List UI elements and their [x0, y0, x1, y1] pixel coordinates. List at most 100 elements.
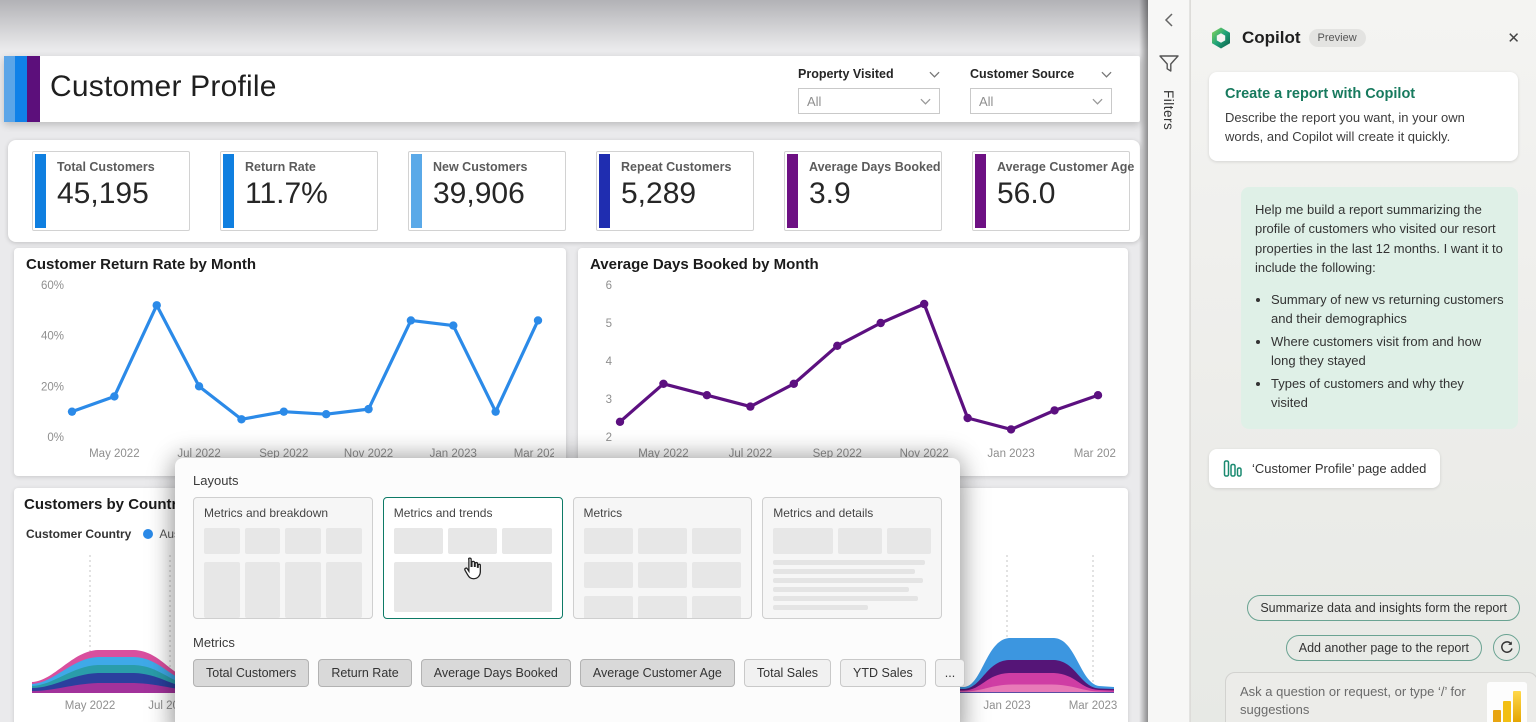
metric-chip-ytd-sales[interactable]: YTD Sales	[840, 659, 926, 687]
kpi-average-days-booked[interactable]: Average Days Booked 3.9	[784, 151, 942, 231]
chevron-down-icon	[920, 98, 931, 105]
collapse-chevron-icon[interactable]	[1164, 12, 1174, 28]
layout-option-label: Metrics and breakdown	[204, 506, 329, 520]
kpi-label: Total Customers	[57, 160, 155, 174]
metric-chip-average-customer-age[interactable]: Average Customer Age	[579, 659, 735, 687]
hand-cursor-icon	[464, 557, 481, 580]
kpi-accent-bar	[411, 154, 422, 228]
property-visited-select[interactable]: All	[798, 88, 940, 114]
kpi-value: 45,195	[57, 177, 149, 210]
svg-text:Mar 2023: Mar 2023	[514, 448, 554, 460]
metric-chip-total-customers[interactable]: Total Customers	[193, 659, 310, 687]
filters-pane-label[interactable]: Filters	[1161, 90, 1176, 131]
legend-dot-icon	[143, 529, 154, 539]
x-tick: Jan 2023	[983, 700, 1030, 712]
filter-funnel-icon[interactable]	[1158, 54, 1180, 74]
kpi-new-customers[interactable]: New Customers 39,906	[408, 151, 566, 231]
selected-value: All	[807, 93, 822, 109]
page-added-card: ‘Customer Profile’ page added	[1209, 448, 1441, 488]
svg-text:Sep 2022: Sep 2022	[259, 448, 308, 460]
copilot-chat-input[interactable]: Ask a question or request, or type ‘/’ f…	[1225, 672, 1536, 722]
user-chat-message: Help me build a report summarizing the p…	[1241, 186, 1518, 429]
legend-field-label: Customer Country	[26, 527, 132, 541]
svg-text:Jan 2023: Jan 2023	[430, 448, 477, 460]
layout-option-metrics-and-details[interactable]: Metrics and details	[762, 497, 942, 619]
page-added-text: ‘Customer Profile’ page added	[1252, 460, 1427, 476]
chart-days-booked-by-month[interactable]: Average Days Booked by Month 2 3 4 5 6 May 20…	[578, 248, 1128, 476]
kpi-accent-bar	[975, 154, 986, 228]
kpi-label: Average Days Booked	[809, 160, 941, 174]
intro-title: Create a report with Copilot	[1225, 86, 1416, 102]
chart-title: Average Days Booked by Month	[590, 256, 819, 273]
power-bi-logo-icon	[1487, 682, 1527, 722]
chart-title: Customer Return Rate by Month	[26, 256, 257, 273]
svg-text:60%: 60%	[41, 280, 64, 292]
chart-return-rate-by-month[interactable]: Customer Return Rate by Month 0% 20% 40% 60…	[14, 248, 566, 476]
filter-property-visited: Property Visited All	[798, 64, 940, 114]
metric-chip-total-sales[interactable]: Total Sales	[743, 659, 832, 687]
close-icon[interactable]: ✕	[1507, 30, 1520, 47]
metric-chip-more[interactable]: ...	[934, 659, 966, 687]
accent-bar	[4, 56, 15, 122]
layout-option-label: Metrics and trends	[393, 506, 493, 520]
bullet-item: Summary of new vs returning customers an…	[1271, 290, 1504, 329]
metric-chip-return-rate[interactable]: Return Rate	[318, 659, 412, 687]
layout-option-metrics-and-breakdown[interactable]: Metrics and breakdown	[193, 497, 373, 619]
copilot-intro-card: Create a report with Copilot Describe th…	[1209, 72, 1518, 161]
layout-option-metrics-and-trends[interactable]: Metrics and trends	[382, 497, 563, 619]
svg-text:Nov 2022: Nov 2022	[900, 448, 949, 460]
svg-text:Nov 2022: Nov 2022	[344, 448, 393, 460]
copilot-panel: Copilot Preview ✕ Create a report with C…	[1190, 0, 1536, 722]
metric-chip-average-days-booked[interactable]: Average Days Booked	[420, 659, 571, 687]
suggestion-summarize-button[interactable]: Summarize data and insights form the rep…	[1247, 595, 1520, 621]
svg-text:3: 3	[606, 394, 612, 406]
svg-text:Jul 2022: Jul 2022	[177, 448, 220, 460]
refresh-icon	[1501, 641, 1513, 653]
filter-label: Property Visited	[798, 67, 894, 81]
line-chart: 0% 20% 40% 60% May 2022 Jul 2022 Sep 2022 Nov 2…	[41, 280, 554, 460]
svg-text:2: 2	[606, 432, 612, 444]
chevron-down-icon[interactable]	[1101, 71, 1112, 78]
message-text: Help me build a report summarizing the p…	[1255, 201, 1503, 276]
kpi-repeat-customers[interactable]: Repeat Customers 5,289	[596, 151, 754, 231]
refresh-suggestions-button[interactable]	[1493, 634, 1520, 661]
svg-text:40%: 40%	[41, 331, 64, 343]
suggestion-add-page-button[interactable]: Add another page to the report	[1285, 634, 1482, 661]
layout-options-row: Metrics and breakdown Metrics and trends…	[193, 497, 942, 619]
selected-value: All	[979, 93, 994, 109]
customer-source-select[interactable]: All	[970, 88, 1112, 114]
report-canvas: Customer Profile Property Visited All Cu…	[0, 0, 1148, 722]
bar-chart-icon	[1223, 459, 1242, 477]
intro-body: Describe the report you want, in your ow…	[1225, 110, 1465, 144]
page-title: Customer Profile	[50, 70, 277, 103]
chart-title: Customers by Country	[24, 496, 186, 513]
kpi-value: 5,289	[621, 177, 697, 210]
kpi-label: Average Customer Age	[997, 160, 1135, 174]
copilot-header: Copilot Preview ✕	[1191, 0, 1536, 50]
svg-text:Mar 2023: Mar 2023	[1074, 448, 1116, 460]
svg-text:6: 6	[606, 280, 612, 292]
kpi-average-customer-age[interactable]: Average Customer Age 56.0	[972, 151, 1135, 231]
kpi-value: 3.9	[809, 177, 851, 210]
svg-text:May 2022: May 2022	[89, 448, 140, 460]
kpi-total-customers[interactable]: Total Customers 45,195	[32, 151, 190, 231]
metrics-section-label: Metrics	[193, 635, 235, 650]
kpi-value: 39,906	[433, 177, 525, 210]
chevron-down-icon[interactable]	[929, 71, 940, 78]
message-bullets: Summary of new vs returning customers an…	[1271, 290, 1504, 413]
layout-option-label: Metrics and details	[773, 506, 874, 520]
kpi-value: 11.7%	[245, 177, 328, 210]
svg-text:5: 5	[606, 318, 612, 330]
panel-edge-shadow	[1139, 0, 1148, 722]
layouts-section-label: Layouts	[193, 473, 239, 488]
kpi-return-rate[interactable]: Return Rate 11.7%	[220, 151, 378, 231]
svg-text:0%: 0%	[47, 432, 64, 444]
copilot-logo-icon	[1212, 27, 1230, 49]
x-tick: Mar 2023	[1069, 700, 1118, 712]
line-chart: 2 3 4 5 6 May 2022 Jul 2022 Sep 2022 Nov 2022 Jan…	[606, 280, 1116, 460]
input-placeholder: Ask a question or request, or type ‘/’ f…	[1240, 684, 1466, 718]
layout-option-metrics[interactable]: Metrics	[572, 497, 753, 619]
x-tick: May 2022	[65, 700, 116, 712]
svg-text:Jul 2022: Jul 2022	[729, 448, 772, 460]
